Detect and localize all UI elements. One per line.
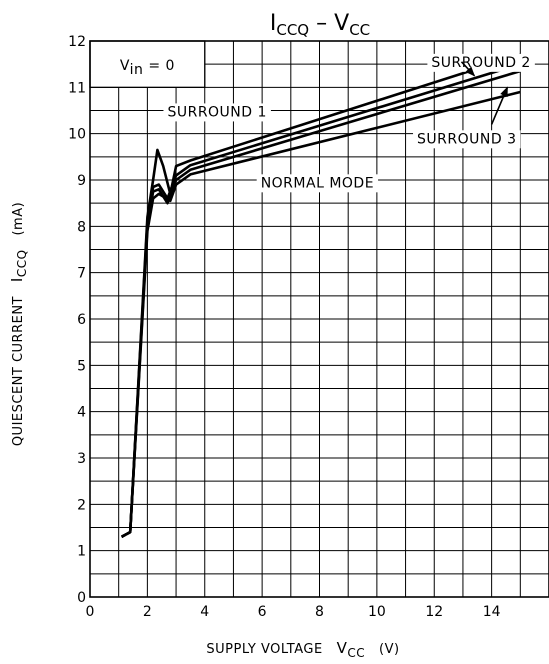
x-tick-label: 6	[258, 604, 267, 620]
annotation-arrow	[460, 61, 476, 77]
condition-box: Vin = 0	[89, 40, 206, 88]
y-tick-label: 7	[77, 266, 86, 282]
x-tick-label: 12	[425, 604, 443, 620]
x-tick-label: 2	[143, 604, 152, 620]
title-symbol-b: V	[334, 11, 349, 36]
y-axis-label: QUIESCENT CURRENT ICCQ (mA)	[8, 202, 29, 446]
y-tick-label: 0	[77, 590, 86, 606]
x-axis-label: SUPPLY VOLTAGE VCC (V)	[206, 639, 399, 660]
y-tick-label: 1	[77, 544, 86, 560]
condition-symbol: V	[120, 58, 130, 74]
x-tick-label: 10	[368, 604, 386, 620]
annotation-surround-2: SURROUND 2	[431, 55, 530, 71]
y-axis-symbol: I	[8, 277, 26, 282]
y-tick-label: 12	[68, 34, 86, 50]
y-tick-label: 9	[77, 173, 86, 189]
x-axis-unit: (V)	[379, 642, 400, 657]
y-tick-label: 3	[77, 451, 86, 467]
annotation-background	[163, 103, 271, 122]
annotation-background	[256, 174, 379, 193]
y-tick-label: 11	[68, 80, 86, 96]
x-axis-subscript: CC	[347, 646, 365, 660]
annotations: SURROUND 2 SURROUND 1 SURROUND 3 NORMAL MOD…	[163, 53, 535, 193]
series-line-normal-mode	[120, 90, 521, 538]
y-tick-label: 2	[77, 497, 86, 513]
x-axis-label-text: SUPPLY VOLTAGE	[206, 642, 322, 657]
x-tick-label: 4	[200, 604, 209, 620]
y-axis-label-text: QUIESCENT CURRENT	[11, 296, 26, 446]
condition-rest: = 0	[143, 58, 175, 74]
condition-subscript: in	[130, 62, 144, 78]
annotation-arrow	[490, 86, 509, 125]
chart-title: ICCQ – VCC	[270, 11, 370, 39]
annotation-background	[413, 130, 521, 149]
title-subscript-b: CC	[349, 21, 370, 39]
x-tick-label: 8	[315, 604, 324, 620]
annotation-surround-3: SURROUND 3	[417, 131, 516, 147]
title-separator: –	[309, 11, 334, 36]
plot-frame	[89, 40, 549, 598]
y-tick-label: 5	[77, 358, 86, 374]
x-tick-label: 0	[86, 604, 95, 620]
y-tick-label: 4	[77, 405, 86, 421]
condition-label: Vin = 0	[120, 58, 175, 78]
x-tick-label: 14	[483, 604, 501, 620]
x-axis-symbol: V	[337, 639, 348, 657]
title-symbol-a: I	[270, 11, 277, 36]
title-subscript-a: CCQ	[276, 21, 309, 39]
y-axis-subscript: CCQ	[15, 249, 29, 277]
y-tick-label: 10	[68, 127, 86, 143]
y-tick-label: 6	[77, 312, 86, 328]
annotation-background	[427, 53, 535, 72]
y-tick-label: 8	[77, 219, 86, 235]
y-axis-unit: (mA)	[11, 202, 26, 236]
annotation-surround-1: SURROUND 1	[167, 104, 266, 120]
annotation-normal-mode: NORMAL MODE	[261, 175, 374, 191]
series-lines	[120, 53, 521, 538]
